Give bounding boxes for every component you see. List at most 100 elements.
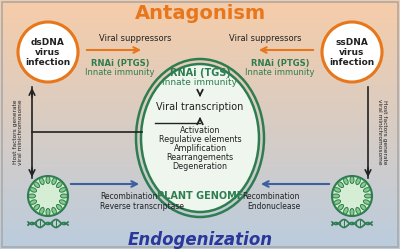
Bar <box>0 30 400 31</box>
Bar <box>0 43 400 44</box>
Bar <box>0 234 400 235</box>
Bar <box>0 166 400 167</box>
Bar <box>0 45 400 46</box>
Bar <box>0 167 400 168</box>
Ellipse shape <box>343 177 349 185</box>
Bar <box>0 182 400 183</box>
Bar <box>0 3 400 4</box>
Ellipse shape <box>56 181 63 188</box>
Bar <box>0 215 400 216</box>
Text: Rearrangements: Rearrangements <box>166 152 234 162</box>
Ellipse shape <box>334 200 340 204</box>
Ellipse shape <box>344 178 348 184</box>
Ellipse shape <box>51 207 57 215</box>
Bar <box>0 193 400 194</box>
Bar <box>0 100 400 101</box>
Bar <box>0 155 400 156</box>
Bar <box>0 136 400 137</box>
Bar <box>0 131 400 132</box>
Circle shape <box>28 176 68 216</box>
Bar <box>0 211 400 212</box>
Text: Amplification: Amplification <box>174 143 226 152</box>
Bar <box>0 132 400 133</box>
Bar <box>0 179 400 180</box>
Bar <box>0 198 400 199</box>
Ellipse shape <box>60 193 68 198</box>
Ellipse shape <box>361 182 366 187</box>
Bar <box>0 144 400 145</box>
Bar <box>0 56 400 57</box>
Ellipse shape <box>355 177 361 185</box>
Bar <box>0 175 400 176</box>
Ellipse shape <box>33 181 40 188</box>
Bar <box>0 231 400 232</box>
Bar <box>0 188 400 189</box>
Bar <box>0 247 400 248</box>
Ellipse shape <box>344 208 348 214</box>
Bar <box>0 150 400 151</box>
Bar <box>0 86 400 87</box>
Text: Viral transcription: Viral transcription <box>156 102 244 112</box>
Bar <box>0 57 400 58</box>
Bar <box>0 107 400 108</box>
Text: Host factors generate
viral minichromosome: Host factors generate viral minichromoso… <box>12 99 23 165</box>
Bar <box>0 227 400 228</box>
Ellipse shape <box>59 187 66 193</box>
Bar <box>0 34 400 35</box>
Bar <box>0 69 400 70</box>
Bar <box>0 20 400 21</box>
Ellipse shape <box>46 208 50 216</box>
Bar <box>0 54 400 55</box>
Ellipse shape <box>30 187 37 193</box>
Bar <box>0 25 400 26</box>
Ellipse shape <box>350 209 354 215</box>
Bar <box>0 178 400 179</box>
Bar <box>0 142 400 143</box>
Bar <box>0 80 400 81</box>
Ellipse shape <box>334 187 341 193</box>
Bar <box>0 222 400 223</box>
Ellipse shape <box>337 181 344 188</box>
Bar <box>0 195 400 196</box>
Bar <box>0 122 400 123</box>
Bar <box>0 35 400 36</box>
Bar <box>0 123 400 124</box>
Bar <box>0 207 400 208</box>
Bar <box>0 230 400 231</box>
Bar <box>0 229 400 230</box>
Bar <box>0 140 400 141</box>
Bar <box>0 196 400 197</box>
Bar <box>0 235 400 236</box>
Bar <box>0 28 400 29</box>
Ellipse shape <box>363 199 370 205</box>
Bar <box>0 79 400 80</box>
Text: Reverse transcriptase: Reverse transcriptase <box>100 201 184 210</box>
Ellipse shape <box>361 205 366 210</box>
Bar <box>0 202 400 203</box>
Ellipse shape <box>30 200 36 204</box>
Bar <box>0 101 400 102</box>
Bar <box>0 245 400 246</box>
Bar <box>0 120 400 121</box>
Bar <box>0 161 400 162</box>
Bar <box>0 81 400 82</box>
Bar <box>0 177 400 178</box>
Bar <box>0 116 400 117</box>
Bar <box>0 190 400 191</box>
Bar <box>0 181 400 182</box>
Bar <box>0 135 400 136</box>
Bar <box>0 1 400 2</box>
Bar <box>0 124 400 125</box>
Ellipse shape <box>30 199 37 205</box>
Bar <box>0 203 400 204</box>
Text: RNAi (PTGS): RNAi (PTGS) <box>251 59 309 67</box>
Ellipse shape <box>360 181 367 188</box>
Bar <box>0 117 400 118</box>
Ellipse shape <box>334 199 341 205</box>
Bar <box>0 19 400 20</box>
Bar <box>0 67 400 68</box>
Bar <box>0 111 400 112</box>
Ellipse shape <box>34 205 39 210</box>
Bar <box>0 12 400 13</box>
Bar <box>0 39 400 40</box>
